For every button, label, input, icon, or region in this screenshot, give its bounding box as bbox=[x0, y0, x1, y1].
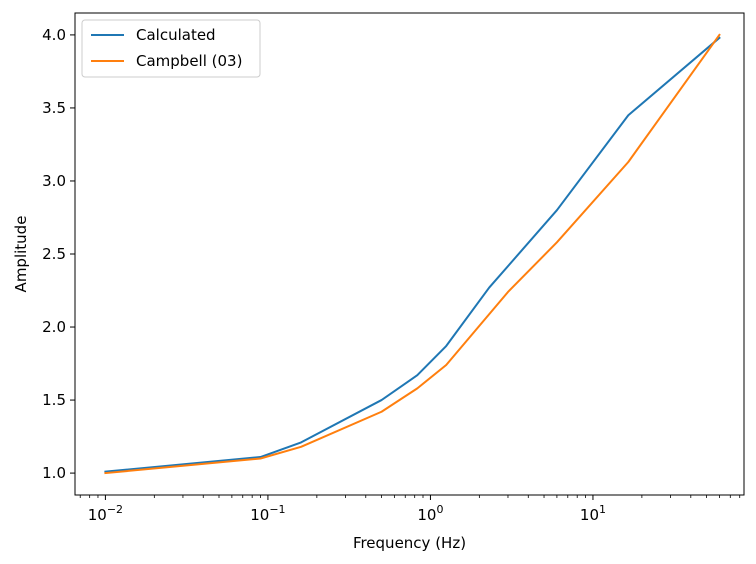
legend-label-1: Campbell (03) bbox=[136, 52, 242, 70]
x-tick-label-exponent: 1 bbox=[599, 503, 606, 516]
legend-label-0: Calculated bbox=[136, 26, 216, 44]
y-tick-label: 3.5 bbox=[42, 99, 66, 117]
y-tick-label: 1.0 bbox=[42, 464, 66, 482]
x-tick-label: 100 bbox=[417, 503, 443, 524]
x-tick-label: 10−2 bbox=[88, 503, 123, 524]
y-tick-label: 2.0 bbox=[42, 318, 66, 336]
series-line-0 bbox=[104, 36, 721, 473]
x-tick-label: 10−1 bbox=[250, 503, 285, 524]
legend: Calculated Campbell (03) bbox=[81, 19, 261, 78]
x-axis-label: Frequency (Hz) bbox=[353, 534, 466, 552]
y-tick-label: 3.0 bbox=[42, 172, 66, 190]
series-line-1 bbox=[104, 33, 721, 475]
y-tick-label: 1.5 bbox=[42, 391, 66, 409]
y-tick-label: 2.5 bbox=[42, 245, 66, 263]
x-tick-label: 101 bbox=[580, 503, 606, 524]
series-lines bbox=[104, 33, 721, 475]
x-tick-label-base: 10 bbox=[580, 506, 599, 524]
x-tick-label-exponent: −1 bbox=[269, 503, 285, 516]
axes: 1.01.52.02.53.03.54.010−2 10−1 100 101Frequ… bbox=[12, 12, 745, 552]
x-tick-label-exponent: 0 bbox=[436, 503, 443, 516]
x-tick-label-base: 10 bbox=[250, 506, 269, 524]
legend-box bbox=[81, 19, 261, 78]
y-axis-label: Amplitude bbox=[12, 216, 30, 293]
y-tick-label: 4.0 bbox=[42, 26, 66, 44]
x-tick-label-base: 10 bbox=[88, 506, 107, 524]
x-tick-label-exponent: −2 bbox=[107, 503, 123, 516]
x-tick-label-base: 10 bbox=[417, 506, 436, 524]
